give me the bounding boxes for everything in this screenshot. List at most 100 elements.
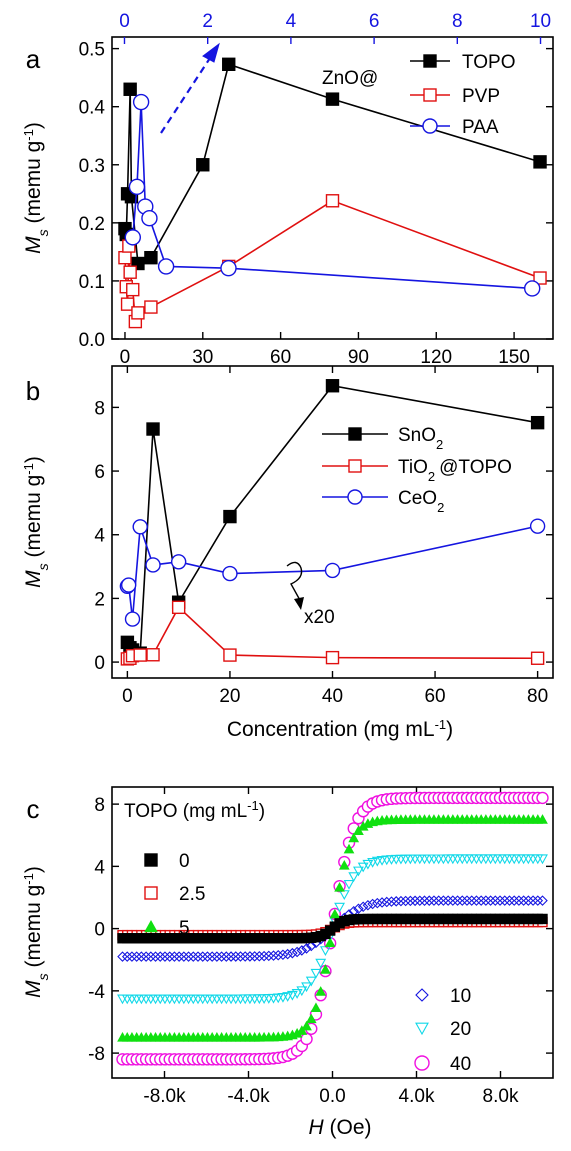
y-tick-label: 8 [94, 795, 105, 816]
data-point-topo-20 [461, 854, 473, 865]
x-tick-label: 0.0 [319, 1086, 345, 1107]
data-point-topo-20 [150, 994, 161, 1005]
data-point-tio [223, 648, 237, 662]
data-point-topo-10 [230, 951, 242, 962]
data-point-topo-10 [136, 951, 147, 962]
data-point-topo-5 [338, 860, 350, 870]
legend-marker [144, 919, 158, 933]
data-point-topo-10 [419, 895, 430, 906]
y-axis-label-symbol: M [22, 236, 45, 254]
axis-arrow-head [202, 42, 220, 63]
data-point-sno [146, 422, 160, 436]
data-point-topo-10 [150, 951, 161, 962]
data-point-topo-20 [353, 866, 364, 877]
legend-label: TiO2 @TOPO [398, 457, 512, 484]
legend-label: 40 [450, 1054, 471, 1075]
y-tick-label: 0 [94, 920, 105, 941]
x-axis-label-unit: (Oe) [324, 1116, 372, 1139]
data-point-paa [124, 229, 142, 246]
data-point-ceo [145, 557, 161, 573]
legend-label: PAA [462, 117, 499, 138]
legend-title-close: ) [259, 801, 265, 822]
data-point-ceo [324, 562, 341, 579]
data-point-topo-10 [362, 899, 374, 911]
y-tick-label: 0.5 [79, 40, 105, 61]
data-point-paa [157, 258, 175, 275]
data-point-topo-10 [121, 951, 133, 962]
data-point-topo-10 [452, 895, 463, 906]
legend-marker [415, 988, 429, 1002]
data-point-topo-20 [131, 994, 143, 1005]
x-tick-label: 4.0k [399, 1086, 435, 1107]
data-point-topo-10 [353, 903, 364, 915]
x-tick-label: 40 [322, 686, 343, 707]
data-point-topo-10 [272, 949, 284, 961]
legend-label: SnO2 [398, 425, 443, 452]
data-point-topo-10 [423, 895, 435, 906]
data-point-topo-5 [324, 937, 336, 948]
data-point-pvp [126, 282, 140, 297]
data-point-topo-5 [348, 832, 360, 843]
data-point-topo-5 [320, 964, 331, 974]
y-tick-label: 4 [94, 526, 105, 547]
x-tick-label: 150 [498, 347, 530, 368]
x-tick-label: 120 [420, 347, 452, 368]
y-axis-label-unit: (memu g [22, 475, 45, 564]
data-point-topo-10 [414, 895, 426, 907]
data-point-topo-10 [447, 895, 459, 906]
data-point-topo-20 [244, 994, 256, 1005]
data-point-topo-20 [362, 859, 374, 870]
data-point-tio [325, 650, 340, 665]
data-point-topo-10 [183, 951, 194, 962]
data-point-topo-20 [504, 854, 515, 865]
data-point-topo-10 [357, 901, 369, 913]
data-point-topo-10 [537, 895, 548, 906]
data-point-topo-20 [409, 854, 421, 865]
x-tick-label: -4.0k [227, 1086, 270, 1107]
panel-letter-c: c [27, 794, 40, 824]
legend-label-sub: 2 [437, 500, 444, 515]
data-point-topo-10 [475, 895, 487, 906]
data-point-topo-10 [461, 895, 473, 906]
data-point-topo-20 [527, 854, 539, 865]
data-point-topo-10 [390, 896, 402, 907]
data-point-topo-10 [140, 951, 152, 962]
data-point-topo-20 [140, 994, 152, 1005]
data-point-topo-10 [145, 951, 157, 962]
legend-label: 2.5 [179, 884, 205, 905]
data-point-topo-20 [291, 989, 303, 999]
data-point-topo-10 [277, 949, 289, 961]
data-point-ceo [529, 518, 546, 534]
legend-title-text: TOPO (mg mL [124, 801, 247, 822]
data-point-topo-20 [532, 854, 544, 865]
plot-frame [111, 36, 554, 340]
data-point-topo-10 [258, 950, 270, 962]
data-point-topo-10 [188, 951, 199, 962]
data-point-topo-40 [536, 791, 549, 805]
top-x-tick-label: 10 [530, 11, 551, 32]
data-point-topo-10 [499, 895, 511, 906]
data-point-topo-10 [428, 895, 440, 906]
y-axis-label-unit: (memu g [22, 885, 45, 974]
data-point-pvp [144, 300, 158, 314]
data-point-topo-20 [235, 994, 246, 1005]
data-point-pvp [131, 306, 145, 320]
data-point-topo-5 [315, 986, 327, 996]
data-point-topo-20 [126, 994, 138, 1005]
data-point-topo-20 [159, 994, 171, 1005]
data-point-topo-10 [211, 951, 223, 962]
data-point-topo-20 [404, 854, 416, 865]
data-point-topo-20 [499, 854, 511, 865]
data-point-topo-20 [428, 854, 440, 865]
top-x-tick-label: 2 [202, 11, 213, 32]
data-point-tio [171, 600, 186, 615]
x-axis-label-close: ) [446, 718, 453, 741]
x-tick-label: -8.0k [143, 1086, 186, 1107]
data-point-ceo [170, 554, 187, 570]
data-point-topo-10 [169, 951, 180, 962]
x-tick-label: 20 [219, 686, 240, 707]
data-point-paa [141, 209, 158, 227]
data-point-sno [530, 415, 545, 430]
x-tick-label: 60 [424, 686, 445, 707]
